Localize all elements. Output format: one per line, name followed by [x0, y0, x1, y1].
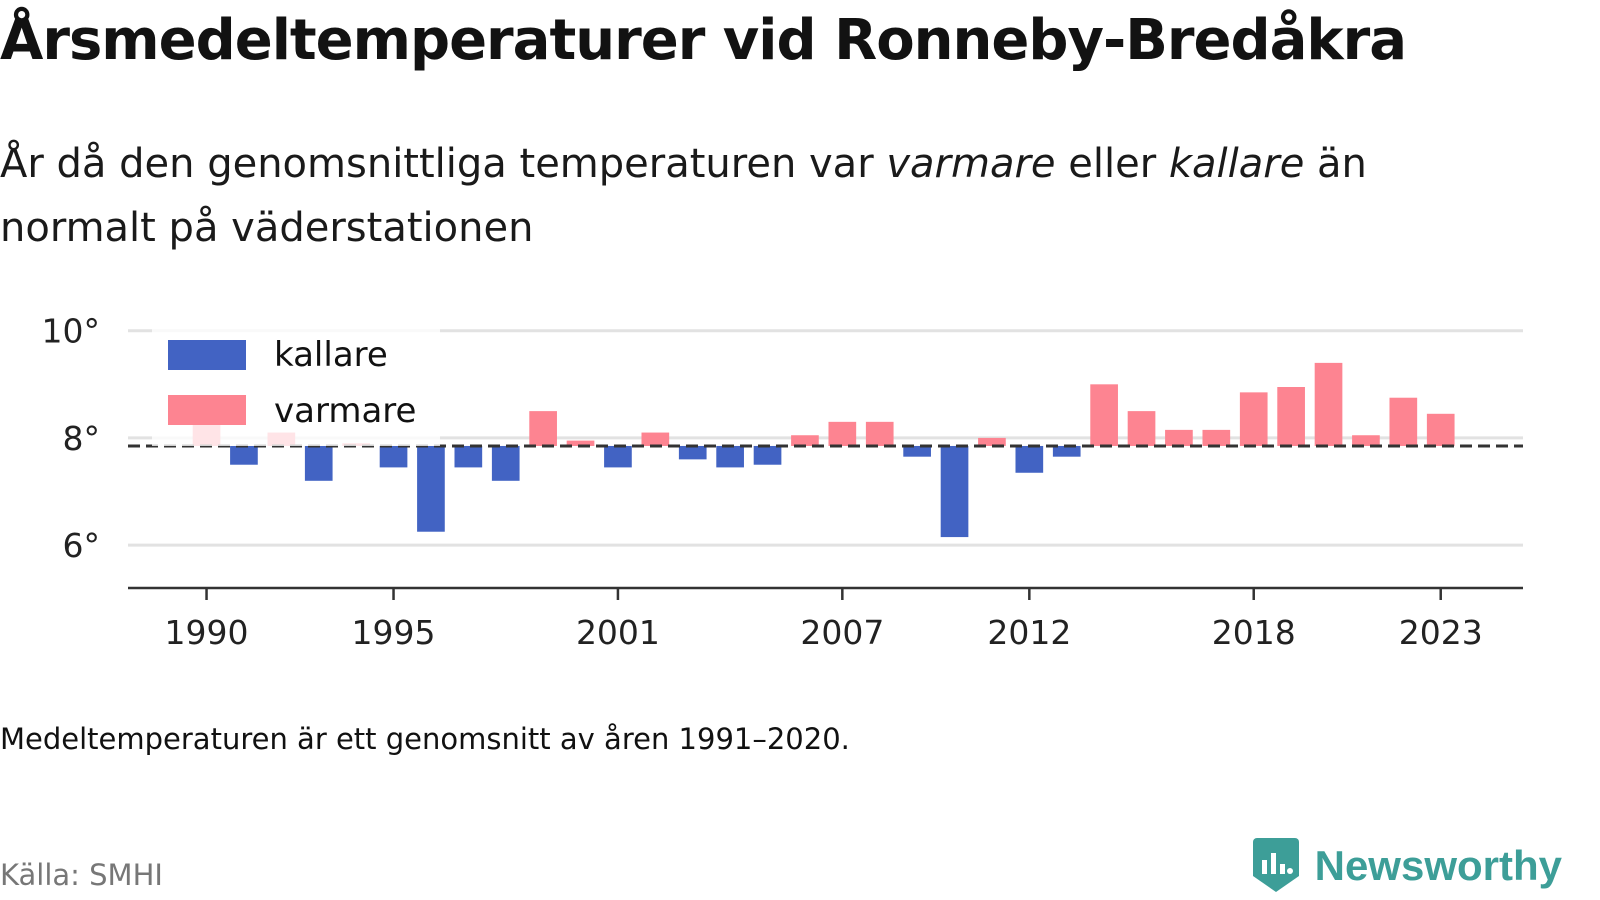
bar-2013	[1052, 445, 1081, 457]
subtitle-text: År då den genomsnittliga temperaturen va…	[0, 141, 887, 187]
y-axis-ticks: 6° 8° 10°	[42, 312, 101, 565]
bar-2021	[1352, 435, 1380, 446]
temperature-bar-chart: 6° 8° 10° kallare varmare 1990 1995 2001 2007…	[42, 312, 1523, 652]
chart-title: Årsmedeltemperaturer vid Ronneby-Bredåkr…	[0, 8, 1407, 73]
bar-2015	[1127, 411, 1156, 446]
bar-1991	[230, 445, 258, 465]
subtitle-text: än normalt på väderstationen	[0, 141, 1367, 251]
bar-2017	[1202, 429, 1231, 446]
subtitle-colder-word: kallare	[1168, 141, 1305, 187]
subtitle-warmer-word: varmare	[886, 141, 1056, 187]
y-tick-label: 8°	[63, 419, 101, 458]
legend-swatch-colder	[168, 340, 246, 370]
bar-1997	[454, 445, 483, 468]
bar-2003	[678, 445, 707, 460]
legend-swatch-warmer	[168, 395, 246, 425]
bar-2014	[1090, 384, 1118, 446]
bar-2016	[1165, 429, 1193, 446]
bar-2018	[1239, 392, 1268, 446]
x-tick-label: 2012	[987, 613, 1071, 652]
y-tick-label: 10°	[42, 312, 101, 351]
bar-2019	[1277, 387, 1305, 446]
bar-1999	[529, 411, 557, 446]
bar-2023	[1426, 413, 1455, 446]
y-tick-label: 6°	[63, 526, 101, 565]
bar-2004	[716, 445, 744, 468]
legend-label-warmer: varmare	[274, 391, 416, 431]
bar-2010	[940, 445, 969, 538]
bar-2005	[753, 445, 782, 465]
bar-2020	[1314, 362, 1343, 446]
x-tick-label: 2001	[576, 613, 660, 652]
newsworthy-logo: Newsworthy	[1251, 836, 1562, 896]
bar-2000	[566, 440, 595, 446]
x-tick-label: 1995	[352, 613, 436, 652]
newsworthy-logo-icon	[1252, 838, 1299, 892]
x-tick-label: 2018	[1212, 613, 1296, 652]
chart-subtitle: År då den genomsnittliga temperaturen va…	[0, 132, 1520, 260]
bar-2022	[1389, 397, 1418, 446]
newsworthy-logo-text: Newsworthy	[1314, 842, 1562, 889]
source-credit: Källa: SMHI	[0, 858, 163, 892]
legend: kallare varmare	[152, 328, 440, 446]
bar-1993	[304, 445, 333, 481]
x-tick-label: 1990	[165, 613, 249, 652]
bar-2011	[978, 437, 1006, 446]
bar-2007	[828, 421, 857, 446]
x-tick-label: 2023	[1399, 613, 1483, 652]
bar-1996	[417, 445, 445, 532]
x-axis-ticks: 1990 1995 2001 2007 2012 2018 2023	[165, 588, 1483, 652]
legend-label-colder: kallare	[274, 335, 388, 375]
bar-2006	[791, 435, 819, 446]
footnote: Medeltemperaturen är ett genomsnitt av å…	[0, 722, 850, 756]
bar-1998	[491, 445, 520, 481]
x-tick-label: 2007	[800, 613, 884, 652]
bar-2002	[641, 432, 670, 446]
subtitle-text: eller	[1055, 141, 1169, 187]
bar-2009	[903, 445, 931, 457]
bar-1995	[379, 445, 408, 468]
bar-2012	[1015, 445, 1044, 473]
bar-2001	[604, 445, 632, 468]
bar-2008	[865, 421, 894, 446]
